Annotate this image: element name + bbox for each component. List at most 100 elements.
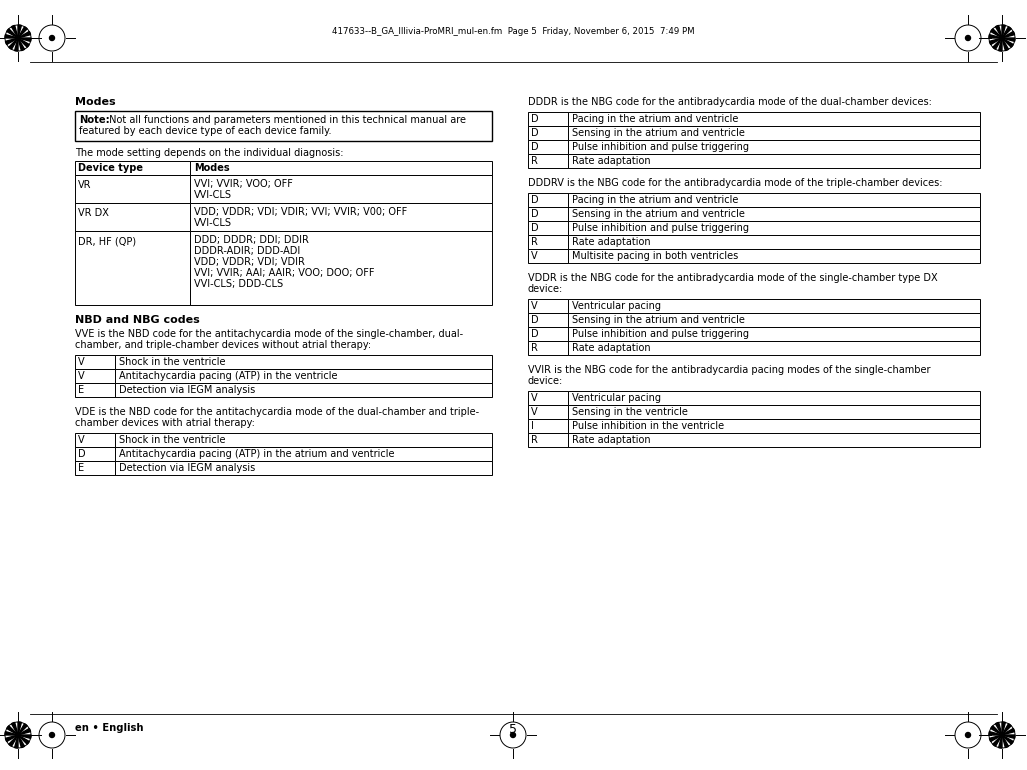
Bar [115, 369, 492, 383]
Wedge shape [18, 735, 29, 744]
Wedge shape [1002, 38, 1014, 47]
Text: DR, HF (QP): DR, HF (QP) [78, 236, 137, 246]
Wedge shape [18, 25, 22, 38]
Wedge shape [1002, 32, 1015, 38]
Text: Multisite pacing in both ventricles: Multisite pacing in both ventricles [572, 251, 738, 261]
Text: I: I [531, 421, 534, 431]
Wedge shape [11, 722, 18, 735]
Text: DDD; DDDR; DDI; DDIR: DDD; DDDR; DDI; DDIR [194, 235, 309, 245]
Text: Sensing in the atrium and ventricle: Sensing in the atrium and ventricle [572, 315, 745, 325]
Text: Antitachycardia pacing (ATP) in the atrium and ventricle: Antitachycardia pacing (ATP) in the atri… [119, 449, 394, 459]
Wedge shape [995, 722, 1002, 735]
Text: 5: 5 [509, 723, 517, 736]
Text: D: D [531, 114, 538, 124]
Bar [528, 405, 568, 419]
Text: V: V [531, 301, 537, 311]
Wedge shape [9, 38, 18, 49]
Bar [568, 207, 980, 221]
Text: D: D [531, 223, 538, 233]
Wedge shape [18, 32, 31, 38]
Text: D: D [531, 142, 538, 152]
Text: Pulse inhibition and pulse triggering: Pulse inhibition and pulse triggering [572, 329, 749, 339]
Text: Note:: Note: [79, 115, 110, 125]
Text: V: V [78, 371, 84, 381]
Text: Antitachycardia pacing (ATP) in the ventricle: Antitachycardia pacing (ATP) in the vent… [119, 371, 338, 381]
Wedge shape [11, 25, 18, 38]
Wedge shape [5, 38, 18, 45]
Bar [568, 327, 980, 341]
Wedge shape [7, 726, 18, 735]
Text: Shock in the ventricle: Shock in the ventricle [119, 435, 226, 445]
Wedge shape [7, 28, 18, 38]
Bar [75, 461, 115, 475]
Wedge shape [993, 38, 1002, 49]
Text: Sensing in the atrium and ventricle: Sensing in the atrium and ventricle [572, 209, 745, 219]
Bar [75, 433, 115, 447]
Wedge shape [995, 25, 1002, 38]
Bar [568, 193, 980, 207]
Bar [568, 140, 980, 154]
Wedge shape [989, 732, 1002, 735]
Text: VR: VR [78, 180, 91, 190]
Text: R: R [531, 435, 538, 445]
Text: Sensing in the ventricle: Sensing in the ventricle [572, 407, 688, 417]
Bar [75, 355, 115, 369]
Bar [528, 126, 568, 140]
Text: device:: device: [528, 284, 563, 294]
Bar [568, 235, 980, 249]
Wedge shape [991, 726, 1002, 735]
Text: NBD and NBG codes: NBD and NBG codes [75, 315, 199, 325]
Bar [115, 461, 492, 475]
Text: Modes: Modes [75, 97, 116, 107]
Wedge shape [1002, 27, 1012, 38]
Text: Pulse inhibition and pulse triggering: Pulse inhibition and pulse triggering [572, 223, 749, 233]
Text: D: D [78, 449, 85, 459]
Bar [75, 175, 190, 203]
Text: VVE is the NBD code for the antitachycardia mode of the single-chamber, dual-: VVE is the NBD code for the antitachycar… [75, 329, 463, 339]
Wedge shape [989, 35, 1002, 38]
Text: VVI-CLS: VVI-CLS [194, 190, 232, 200]
Bar [528, 221, 568, 235]
Bar [528, 391, 568, 405]
Text: Detection via IEGM analysis: Detection via IEGM analysis [119, 385, 256, 395]
Bar [115, 383, 492, 397]
Bar [568, 126, 980, 140]
Wedge shape [18, 38, 25, 51]
Text: Device type: Device type [78, 163, 143, 173]
Bar [568, 405, 980, 419]
Wedge shape [1002, 735, 1014, 744]
Text: chamber, and triple-chamber devices without atrial therapy:: chamber, and triple-chamber devices with… [75, 340, 371, 350]
Wedge shape [18, 38, 29, 47]
Wedge shape [1002, 25, 1005, 38]
Text: Detection via IEGM analysis: Detection via IEGM analysis [119, 463, 256, 473]
Bar [568, 221, 980, 235]
Text: Pulse inhibition in the ventricle: Pulse inhibition in the ventricle [572, 421, 724, 431]
Bar [75, 383, 115, 397]
Text: DDDRV is the NBG code for the antibradycardia mode of the triple-chamber devices: DDDRV is the NBG code for the antibradyc… [528, 178, 943, 188]
Text: Rate adaptation: Rate adaptation [572, 237, 651, 247]
Bar [568, 313, 980, 327]
Bar [115, 433, 492, 447]
Bar [528, 249, 568, 263]
Text: device:: device: [528, 376, 563, 386]
Text: VVI; VVIR; VOO; OFF: VVI; VVIR; VOO; OFF [194, 179, 293, 189]
Wedge shape [989, 735, 1002, 742]
Text: V: V [78, 435, 84, 445]
Wedge shape [1002, 38, 1015, 42]
Text: D: D [531, 329, 538, 339]
Text: VDD; VDDR; VDI; VDIR: VDD; VDDR; VDI; VDIR [194, 257, 305, 267]
Wedge shape [993, 735, 1002, 746]
Text: E: E [78, 463, 84, 473]
Bar [528, 112, 568, 126]
Text: featured by each device type of each device family.: featured by each device type of each dev… [79, 126, 332, 136]
Text: Modes: Modes [194, 163, 230, 173]
Bar [190, 175, 492, 203]
Text: R: R [531, 156, 538, 166]
Bar [115, 447, 492, 461]
Circle shape [49, 35, 54, 41]
Text: VVIR is the NBG code for the antibradycardia pacing modes of the single-chamber: VVIR is the NBG code for the antibradyca… [528, 365, 930, 375]
Text: chamber devices with atrial therapy:: chamber devices with atrial therapy: [75, 418, 255, 428]
Wedge shape [18, 735, 25, 748]
Wedge shape [18, 735, 31, 738]
Bar [75, 203, 190, 231]
